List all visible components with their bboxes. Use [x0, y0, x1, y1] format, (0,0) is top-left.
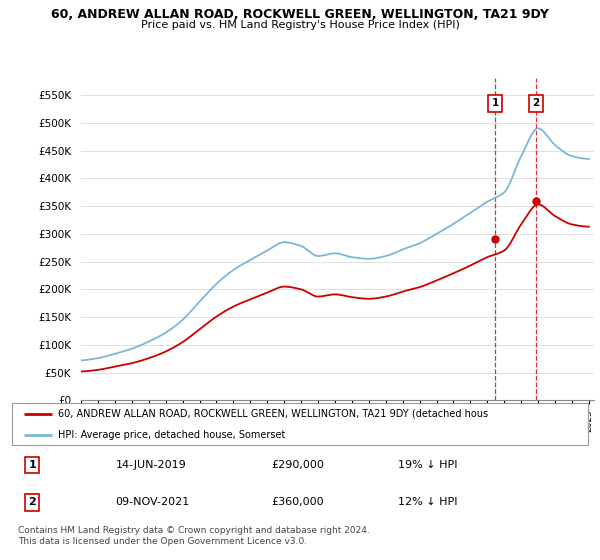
FancyBboxPatch shape [12, 403, 588, 445]
Text: 60, ANDREW ALLAN ROAD, ROCKWELL GREEN, WELLINGTON, TA21 9DY: 60, ANDREW ALLAN ROAD, ROCKWELL GREEN, W… [51, 8, 549, 21]
Text: 1: 1 [28, 460, 36, 470]
Text: 1: 1 [491, 99, 499, 109]
Text: 14-JUN-2019: 14-JUN-2019 [116, 460, 187, 470]
Text: £290,000: £290,000 [271, 460, 324, 470]
Text: 12% ↓ HPI: 12% ↓ HPI [398, 497, 457, 507]
Text: 2: 2 [532, 99, 539, 109]
Text: Contains HM Land Registry data © Crown copyright and database right 2024.
This d: Contains HM Land Registry data © Crown c… [18, 526, 370, 546]
Text: HPI: Average price, detached house, Somerset: HPI: Average price, detached house, Some… [58, 430, 286, 440]
Text: 09-NOV-2021: 09-NOV-2021 [116, 497, 190, 507]
Text: 2: 2 [28, 497, 36, 507]
Text: Price paid vs. HM Land Registry's House Price Index (HPI): Price paid vs. HM Land Registry's House … [140, 20, 460, 30]
Text: 19% ↓ HPI: 19% ↓ HPI [398, 460, 457, 470]
Text: £360,000: £360,000 [271, 497, 324, 507]
Text: 60, ANDREW ALLAN ROAD, ROCKWELL GREEN, WELLINGTON, TA21 9DY (detached hous: 60, ANDREW ALLAN ROAD, ROCKWELL GREEN, W… [58, 409, 488, 419]
